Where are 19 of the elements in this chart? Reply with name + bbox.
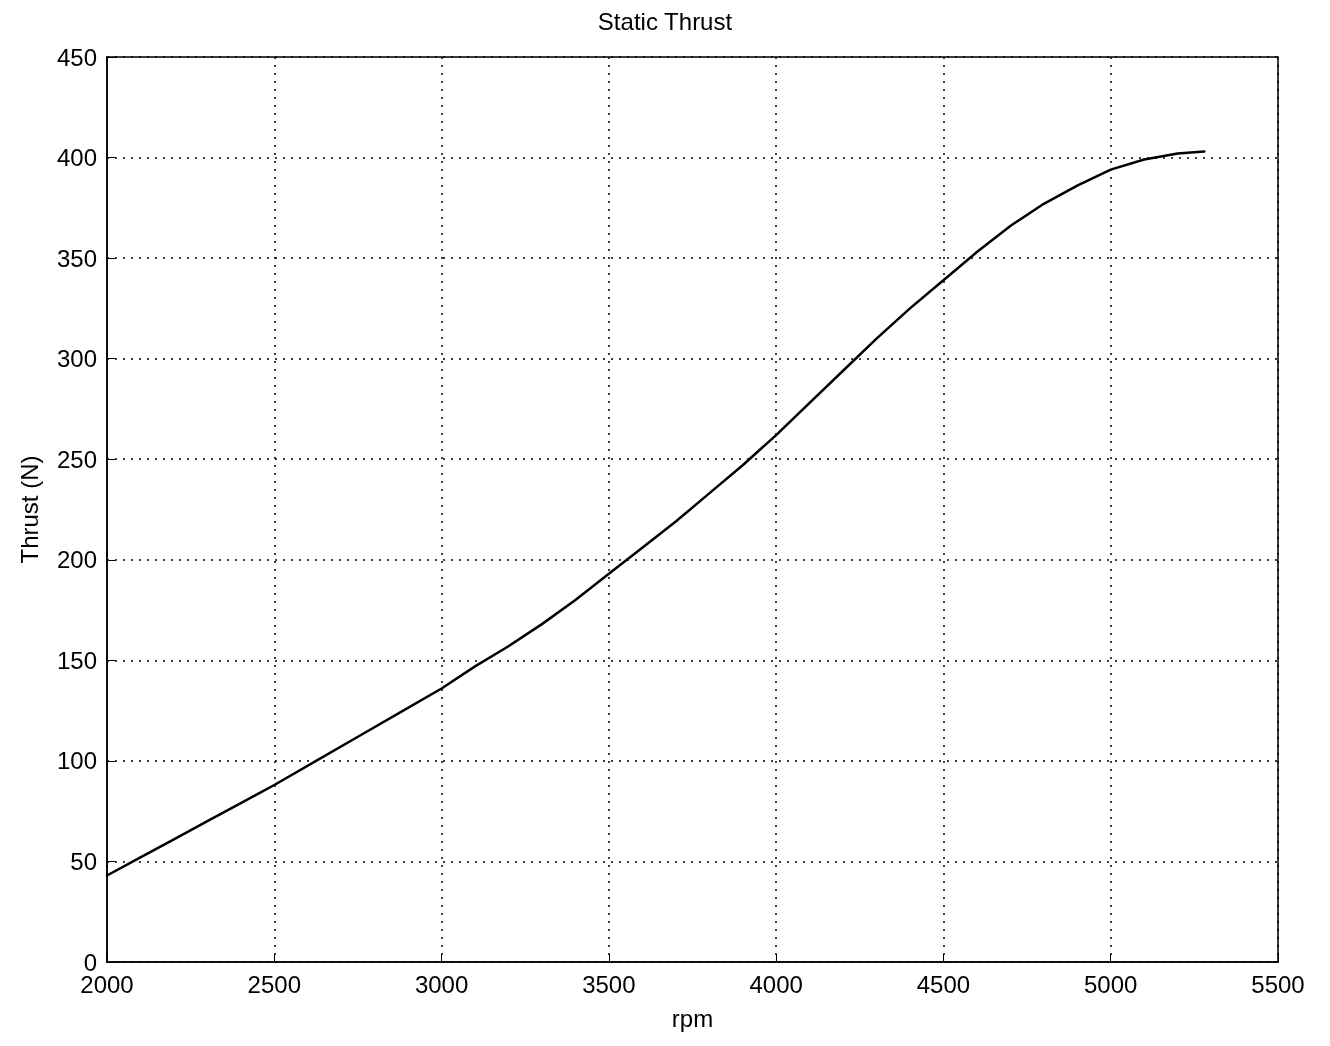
x-tick-label: 5500 xyxy=(1251,970,1305,998)
y-tick-label: 450 xyxy=(56,43,97,71)
y-axis-title: Thrust (N) xyxy=(15,455,43,564)
chart-title: Static Thrust xyxy=(597,7,733,35)
y-tick-label: 350 xyxy=(56,244,97,272)
y-tick-label: 400 xyxy=(56,144,97,172)
y-tick-label: 50 xyxy=(70,847,97,875)
y-tick-label: 250 xyxy=(56,445,97,473)
y-tick-label: 300 xyxy=(56,345,97,373)
x-axis-title: rpm xyxy=(671,1004,714,1032)
x-tick-label: 3500 xyxy=(582,970,636,998)
y-tick-label: 150 xyxy=(56,646,97,674)
x-tick-label: 2500 xyxy=(247,970,301,998)
y-tick-label: 100 xyxy=(56,747,97,775)
x-tick-label: 4000 xyxy=(749,970,803,998)
x-tick-label: 5000 xyxy=(1084,970,1138,998)
x-tick-label: 3000 xyxy=(414,970,469,998)
x-tick-label: 4500 xyxy=(916,970,971,998)
y-tick-label: 200 xyxy=(56,546,97,574)
